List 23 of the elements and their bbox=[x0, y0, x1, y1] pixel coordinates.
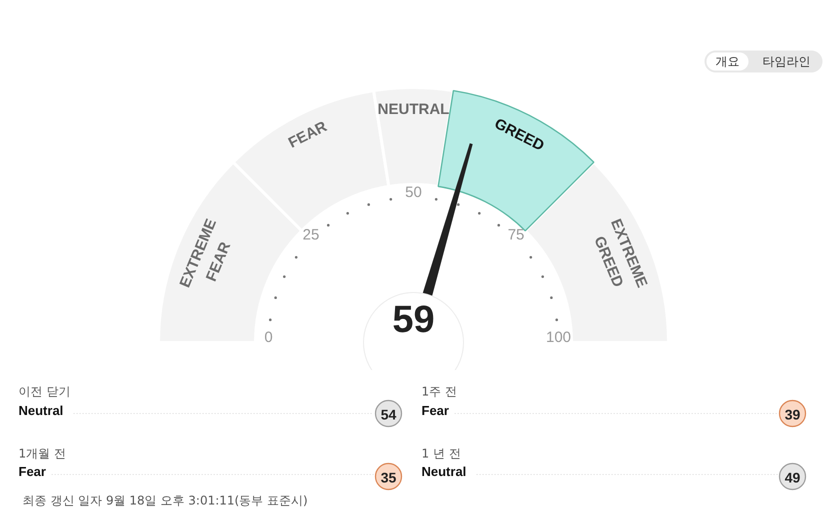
text: 타임라인 bbox=[762, 54, 810, 68]
slice-label: FEAR bbox=[286, 118, 330, 152]
text: 100 bbox=[546, 329, 572, 346]
slice-label: NEUTRAL bbox=[378, 101, 450, 118]
category-label: 이전 닫기 bbox=[18, 384, 70, 398]
text: Fear bbox=[422, 403, 449, 418]
category-label: 1 년 전 bbox=[422, 446, 461, 460]
text: Fear bbox=[18, 464, 46, 479]
text: Neutral bbox=[422, 464, 466, 479]
data-label: 49 bbox=[784, 470, 800, 486]
data-label: 39 bbox=[784, 406, 800, 422]
category-label: 1개월 전 bbox=[18, 446, 66, 460]
text: 0 bbox=[264, 329, 273, 346]
text: 75 bbox=[508, 226, 524, 244]
text: 50 bbox=[405, 184, 422, 201]
data-label: 54 bbox=[380, 406, 396, 422]
text: 개요 bbox=[716, 54, 740, 68]
text: Neutral bbox=[18, 403, 64, 418]
category-label: 1주 전 bbox=[422, 384, 457, 398]
text: 최종 갱신 일자 9월 18일 오후 3:01:11(동부 표준시) bbox=[22, 494, 308, 508]
text: 59 bbox=[392, 299, 435, 341]
text: 25 bbox=[302, 226, 320, 244]
data-label: 35 bbox=[380, 470, 396, 486]
